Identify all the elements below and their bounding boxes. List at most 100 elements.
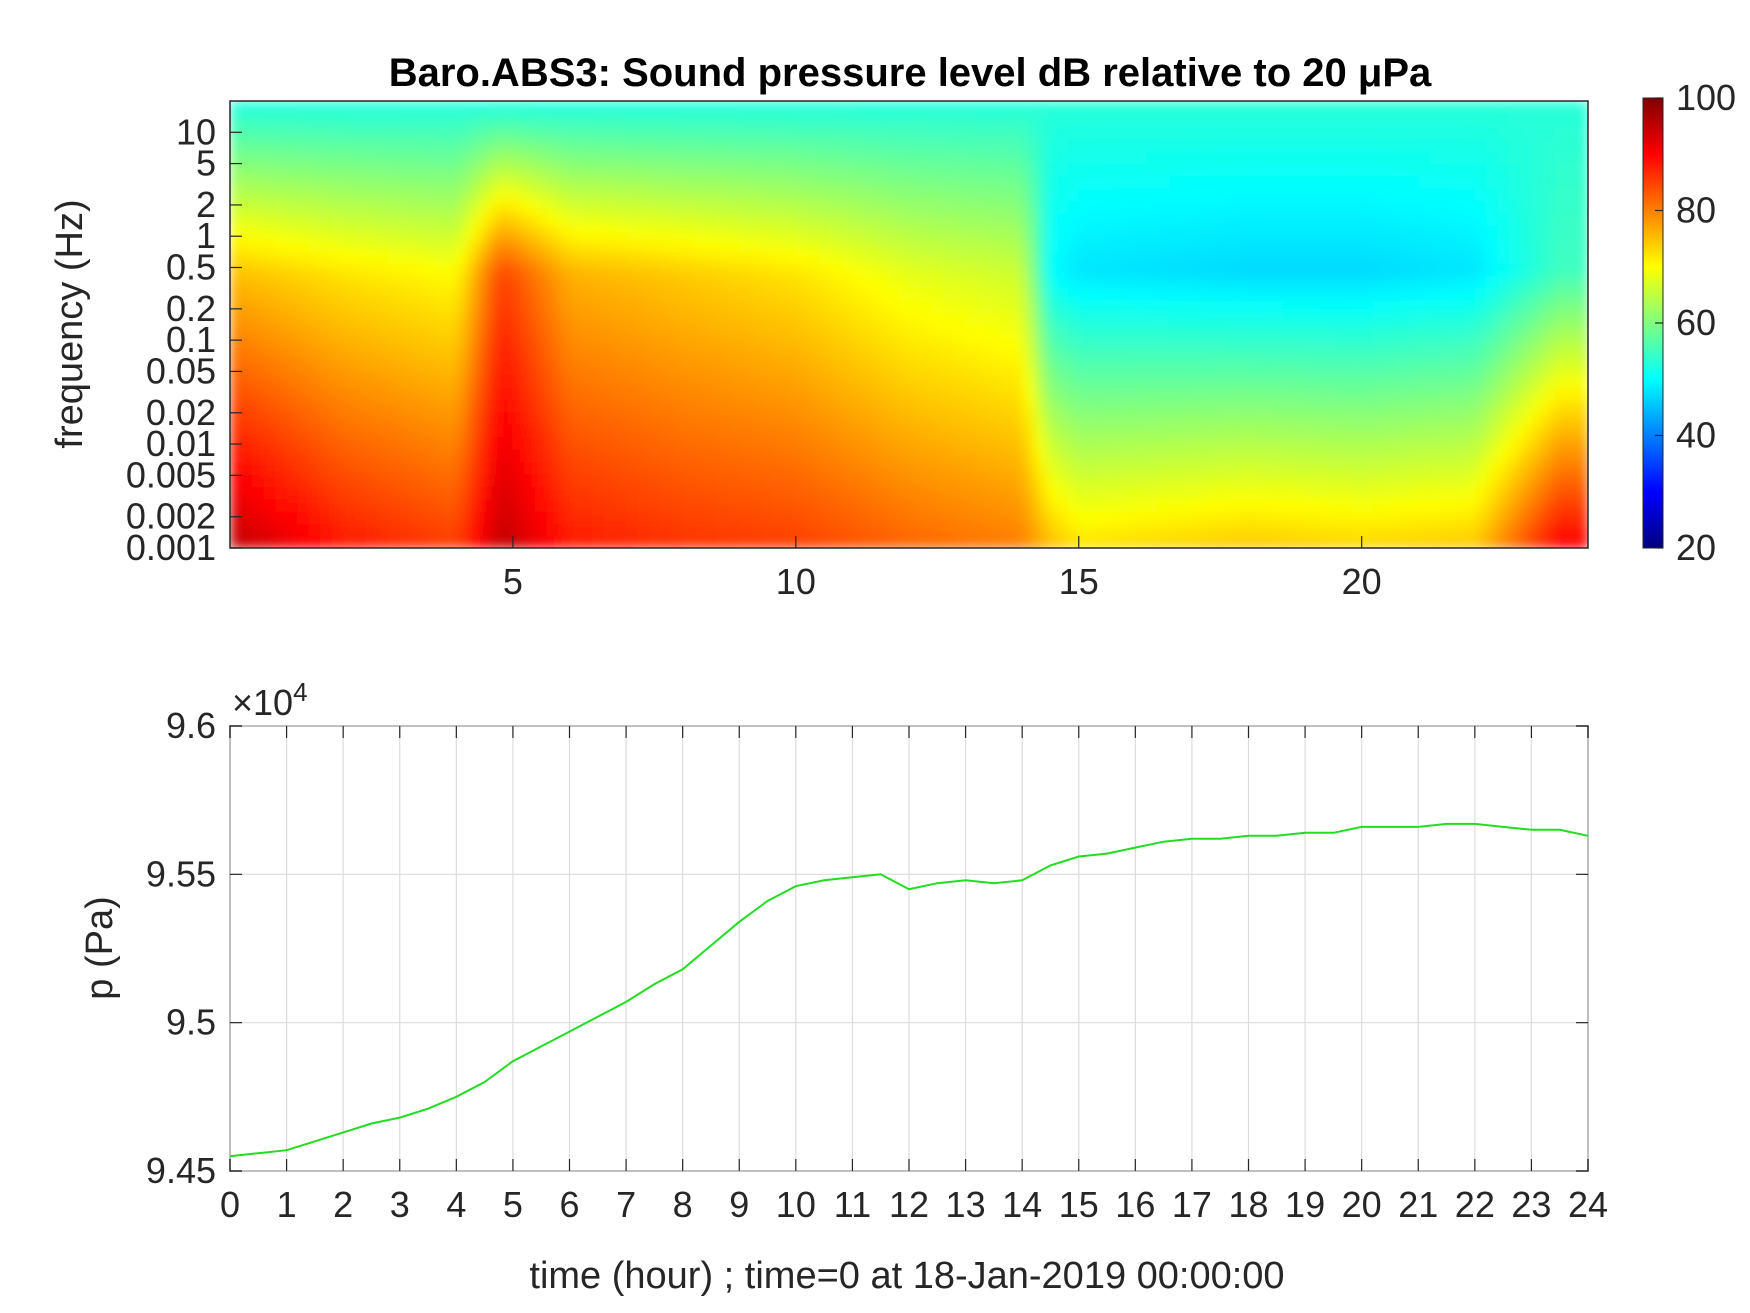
spectrogram-cell (1033, 312, 1046, 326)
spectrogram-cell (1316, 485, 1329, 500)
spectrogram-cell (1327, 113, 1340, 127)
spectrogram-cell (852, 386, 865, 400)
spectrogram-cell (637, 523, 650, 537)
spectrogram-cell (603, 473, 616, 487)
spectrogram-cell (1203, 237, 1216, 251)
spectrogram-cell (1158, 535, 1171, 548)
spectrogram-cell (1237, 187, 1250, 202)
spectrogram-cell (1293, 163, 1307, 177)
spectrogram-cell (501, 287, 514, 301)
spectrogram-cell (490, 324, 503, 338)
spectrogram-cell (1554, 535, 1567, 548)
spectrogram-cell (1225, 287, 1239, 301)
spectrogram-cell (773, 274, 786, 289)
spectrogram-cell (705, 324, 718, 338)
spectrogram-cell (976, 138, 990, 152)
spectrogram-cell (1429, 274, 1442, 289)
spectrogram-cell (1078, 399, 1092, 413)
spectrogram-cell (354, 200, 367, 214)
spectrogram-cell (1508, 448, 1522, 463)
spectrogram-cell (829, 225, 843, 239)
spectrogram-cell (614, 101, 628, 115)
spectrogram-cell (1531, 312, 1544, 326)
spectrogram-cell (750, 448, 763, 463)
spectrogram-cell (875, 399, 888, 413)
spectrogram-cell (1010, 163, 1024, 177)
spectrogram-cell (841, 399, 854, 413)
spectrogram-cell (1169, 175, 1182, 189)
spectrogram-cell (241, 163, 254, 177)
spectrogram-cell (241, 510, 254, 525)
spectrogram-cell (852, 113, 865, 127)
spectrogram-cell (1033, 399, 1046, 413)
spectrogram-cell (1452, 175, 1465, 189)
spectrogram-cell (1225, 423, 1239, 438)
spectrogram-cell (1373, 299, 1386, 314)
spectrogram-cell (490, 187, 503, 202)
spectrogram-cell (354, 498, 367, 512)
spectrogram-cell (976, 150, 990, 165)
spectrogram-cell (1090, 448, 1103, 463)
spectrogram-cell (1542, 336, 1555, 351)
spectrogram-cell (1565, 125, 1578, 140)
spectrogram-cell (1327, 374, 1340, 388)
spectrogram-cell (1406, 150, 1420, 165)
spectrogram-cell (909, 374, 922, 388)
spectrogram-cell (467, 262, 480, 276)
spectrogram-cell (1463, 498, 1476, 512)
spectrogram-cell (354, 411, 367, 425)
spectrogram-cell (1508, 411, 1522, 425)
spectrogram-cell (954, 163, 967, 177)
spectrogram-cell (976, 386, 990, 400)
spectrogram-cell (1395, 535, 1408, 548)
spectrogram-cell (592, 287, 605, 301)
spectrogram-cell (897, 498, 910, 512)
spectrogram-cell (1395, 510, 1408, 525)
spectrogram-cell (648, 138, 661, 152)
spectrogram-cell (592, 510, 605, 525)
spectrogram-cell (1169, 411, 1182, 425)
spectrogram-cell (354, 523, 367, 537)
pressure-x-tick-label: 21 (1398, 1184, 1438, 1225)
spectrogram-cell (1203, 473, 1216, 487)
spectrogram-cell (660, 324, 673, 338)
spectrogram-cell (354, 485, 367, 500)
spectrogram-cell (377, 212, 390, 227)
spectrogram-cell (1554, 163, 1567, 177)
spectrogram-cell (1339, 374, 1352, 388)
spectrogram-cell (365, 324, 379, 338)
spectrogram-cell (1576, 374, 1588, 388)
spectrogram-cell (252, 535, 265, 548)
spectrogram-cell (761, 324, 775, 338)
spectrogram-cell (1474, 535, 1488, 548)
spectrogram-cell (875, 436, 888, 450)
spectrogram-cell (1565, 436, 1578, 450)
spectrogram-cell (648, 448, 661, 463)
spectrogram-cell (377, 163, 390, 177)
spectrogram-cell (1395, 485, 1408, 500)
spectrogram-cell (309, 361, 322, 376)
spectrogram-cell (1158, 237, 1171, 251)
spectrogram-cell (1158, 125, 1171, 140)
spectrogram-cell (1237, 250, 1250, 264)
spectrogram-cell (761, 225, 775, 239)
spectrogram-cell (1214, 237, 1227, 251)
spectrogram-cell (411, 436, 424, 450)
spectrogram-cell (965, 510, 978, 525)
spectrogram-cell (931, 523, 944, 537)
spectrogram-cell (829, 175, 843, 189)
spectrogram-cell (275, 175, 288, 189)
spectrogram-cell (1497, 510, 1510, 525)
spectrogram-cell (1406, 125, 1420, 140)
spectrogram-cell (1440, 374, 1454, 388)
spectrogram-cell (331, 324, 345, 338)
spectrogram-cell (286, 212, 299, 227)
spectrogram-cell (1146, 225, 1159, 239)
spectrogram-cell (750, 113, 763, 127)
spectrogram-cell (1010, 349, 1024, 363)
spectrogram-cell (1078, 423, 1092, 438)
spectrogram-cell (1191, 436, 1205, 450)
spectrogram-cell (988, 299, 1001, 314)
spectrogram-cell (1158, 175, 1171, 189)
spectrogram-cell (592, 386, 605, 400)
